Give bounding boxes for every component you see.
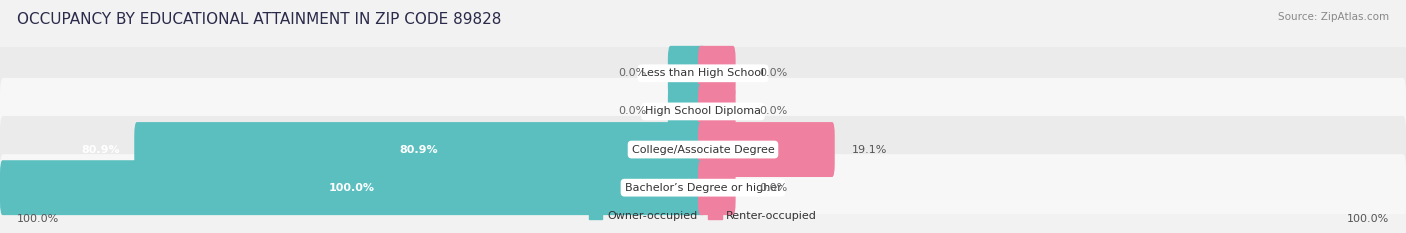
Text: Source: ZipAtlas.com: Source: ZipAtlas.com [1278,12,1389,22]
FancyBboxPatch shape [134,122,706,177]
Text: 0.0%: 0.0% [619,68,647,78]
Text: 100.0%: 100.0% [17,214,59,224]
FancyBboxPatch shape [0,160,706,215]
Text: 100.0%: 100.0% [1347,214,1389,224]
FancyBboxPatch shape [697,160,735,215]
Legend: Owner-occupied, Renter-occupied: Owner-occupied, Renter-occupied [585,206,821,225]
Text: 100.0%: 100.0% [329,183,374,193]
Text: 0.0%: 0.0% [619,106,647,116]
FancyBboxPatch shape [697,46,735,101]
Text: 80.9%: 80.9% [82,144,120,154]
Text: High School Diploma: High School Diploma [645,106,761,116]
FancyBboxPatch shape [0,154,1406,221]
FancyBboxPatch shape [0,40,1406,107]
Text: 19.1%: 19.1% [852,144,887,154]
Text: 80.9%: 80.9% [399,144,437,154]
Text: Less than High School: Less than High School [641,68,765,78]
Text: College/Associate Degree: College/Associate Degree [631,144,775,154]
Text: OCCUPANCY BY EDUCATIONAL ATTAINMENT IN ZIP CODE 89828: OCCUPANCY BY EDUCATIONAL ATTAINMENT IN Z… [17,12,502,27]
FancyBboxPatch shape [668,84,706,139]
Text: Bachelor’s Degree or higher: Bachelor’s Degree or higher [624,183,782,193]
Text: 0.0%: 0.0% [759,106,787,116]
FancyBboxPatch shape [0,116,1406,183]
FancyBboxPatch shape [697,84,735,139]
FancyBboxPatch shape [668,46,706,101]
FancyBboxPatch shape [0,78,1406,145]
FancyBboxPatch shape [697,122,835,177]
Text: 0.0%: 0.0% [759,68,787,78]
Text: 0.0%: 0.0% [759,183,787,193]
